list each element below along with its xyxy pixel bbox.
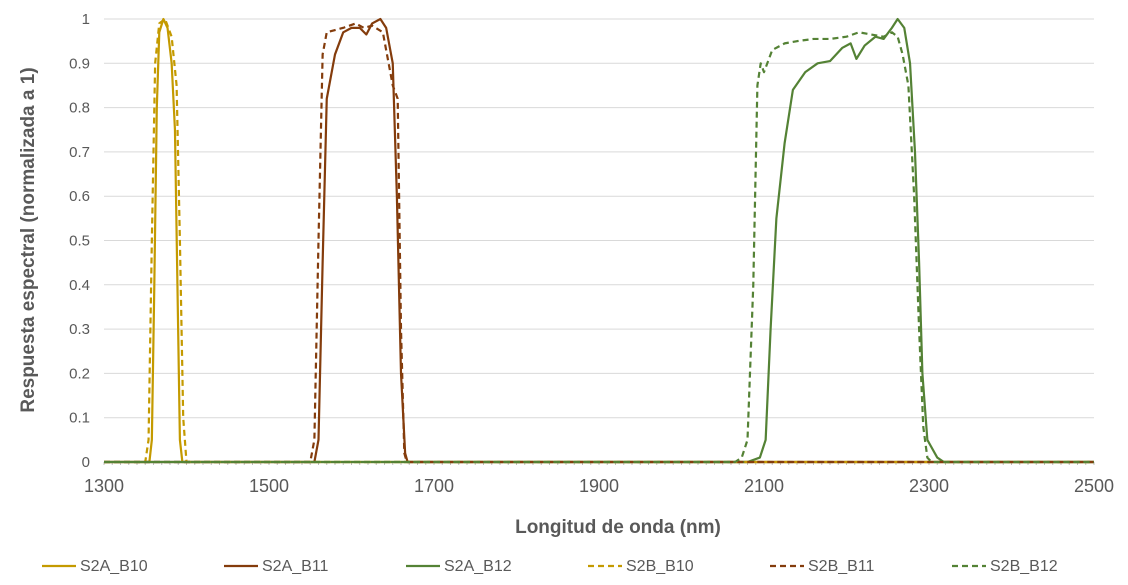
legend-item-s2b-b12: S2B_B12 — [952, 558, 1058, 575]
tick-labels: 0 0.1 0.2 0.3 0.4 0.5 0.6 0.7 0.8 0.9 1 1300 1500 170… — [69, 11, 1114, 496]
legend: S2A_B10 S2A_B11 S2A_B12 S2B_B10 S2B_B11 S2B_B… — [42, 558, 1058, 575]
series-line-s2b-b12 — [104, 31, 1094, 464]
series-line-s2b-b10 — [104, 17, 1094, 464]
legend-item-s2a-b12: S2A_B12 — [406, 558, 512, 575]
x-tick-label: 1700 — [414, 476, 454, 496]
y-tick-label: 0.8 — [69, 100, 90, 117]
y-axis-title: Respuesta espectral (normalizada a 1) — [18, 67, 39, 412]
legend-item-s2b-b11: S2B_B11 — [770, 558, 875, 575]
y-tick-label: 0.4 — [69, 277, 90, 294]
series-line-s2b-b11 — [104, 22, 1094, 464]
y-tick-label: 0.5 — [69, 233, 90, 250]
y-tick-label: 0.2 — [69, 365, 90, 382]
legend-label: S2A_B12 — [444, 558, 512, 575]
legend-item-s2a-b11: S2A_B11 — [224, 558, 329, 575]
y-tick-label: 0.9 — [69, 55, 90, 72]
y-tick-label: 0 — [82, 454, 90, 471]
x-axis-title: Longitud de onda (nm) — [515, 517, 721, 538]
x-tick-label: 1900 — [579, 476, 619, 496]
series-line-s2a-b12 — [104, 17, 1094, 464]
legend-label: S2B_B10 — [626, 558, 694, 575]
x-tick-label: 1500 — [249, 476, 289, 496]
legend-label: S2A_B11 — [262, 558, 329, 575]
legend-label: S2A_B10 — [80, 558, 148, 575]
y-tick-label: 0.3 — [69, 321, 90, 338]
x-tick-label: 1300 — [84, 476, 124, 496]
legend-label: S2B_B12 — [990, 558, 1058, 575]
x-tick-label: 2100 — [744, 476, 784, 496]
series-line-s2a-b11 — [104, 17, 1094, 464]
y-tick-label: 0.6 — [69, 188, 90, 205]
grid-lines — [104, 18, 1094, 419]
legend-item-s2b-b10: S2B_B10 — [588, 558, 694, 575]
series-lines — [104, 17, 1094, 464]
y-tick-label: 0.7 — [69, 144, 90, 161]
y-tick-label: 0.1 — [69, 410, 90, 427]
legend-label: S2B_B11 — [808, 558, 875, 575]
y-tick-label: 1 — [82, 11, 90, 28]
series-line-s2a-b10 — [104, 17, 1094, 464]
legend-item-s2a-b10: S2A_B10 — [42, 558, 148, 575]
x-tick-label: 2300 — [909, 476, 949, 496]
x-tick-label: 2500 — [1074, 476, 1114, 496]
